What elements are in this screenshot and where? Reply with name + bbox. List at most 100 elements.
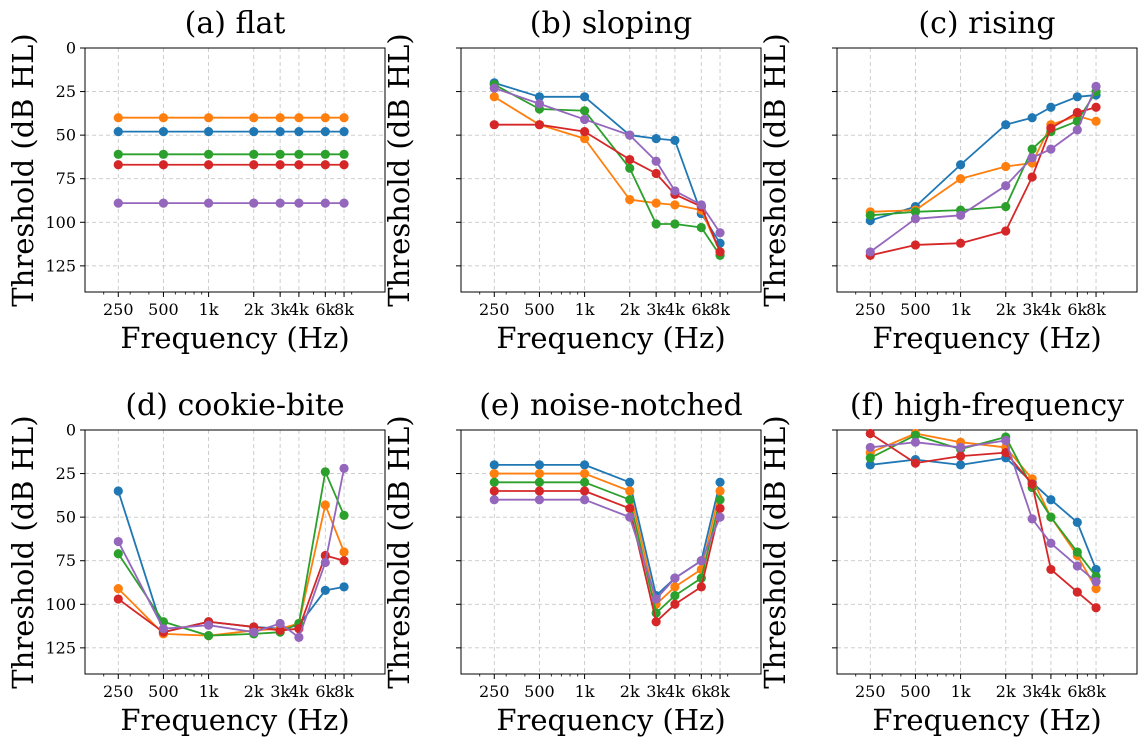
axes-frame bbox=[460, 47, 762, 293]
series-line bbox=[494, 490, 721, 623]
data-point bbox=[715, 503, 725, 514]
panel-title: (c) rising bbox=[918, 6, 1055, 41]
data-point bbox=[1072, 125, 1082, 135]
data-point bbox=[865, 428, 875, 439]
series-purple bbox=[865, 81, 1101, 257]
data-point bbox=[249, 127, 259, 137]
y-axis-label: Threshold (dB HL) bbox=[758, 415, 792, 688]
x-tick-label: 500 bbox=[900, 682, 931, 701]
data-point bbox=[865, 460, 875, 470]
data-point bbox=[1091, 603, 1101, 613]
x-tick-label: 8k bbox=[1086, 300, 1106, 319]
data-point bbox=[670, 186, 680, 196]
panel-title: (d) cookie-bite bbox=[125, 388, 344, 423]
data-point bbox=[1027, 514, 1037, 524]
data-point bbox=[579, 468, 590, 479]
x-tick-label: 3k bbox=[270, 682, 290, 701]
data-point bbox=[1027, 172, 1037, 182]
data-point bbox=[1001, 161, 1011, 172]
data-point bbox=[1046, 144, 1056, 154]
data-point bbox=[910, 437, 921, 447]
data-point bbox=[113, 113, 123, 123]
data-point bbox=[534, 120, 545, 130]
y-tick-label: 50 bbox=[56, 126, 76, 145]
data-point bbox=[579, 114, 590, 125]
series-red bbox=[489, 486, 725, 627]
data-point bbox=[696, 582, 706, 592]
y-tick-label: 0 bbox=[66, 39, 76, 58]
data-point bbox=[1091, 116, 1101, 126]
x-tick-label: 2k bbox=[996, 682, 1016, 701]
data-point bbox=[320, 113, 330, 123]
data-point bbox=[670, 573, 680, 583]
y-tick-label: 75 bbox=[56, 551, 76, 570]
data-point bbox=[579, 460, 590, 470]
series-orange bbox=[489, 468, 725, 609]
series-line bbox=[869, 432, 1097, 609]
series-line bbox=[870, 439, 1097, 583]
data-point bbox=[625, 195, 635, 205]
data-point bbox=[955, 460, 966, 470]
x-tick-label: 3k bbox=[270, 300, 290, 319]
x-tick-label: 2k bbox=[996, 300, 1016, 319]
x-tick-label: 250 bbox=[855, 682, 886, 701]
y-tick-label: 125 bbox=[45, 256, 76, 275]
data-point bbox=[625, 486, 635, 496]
series-line bbox=[494, 481, 721, 614]
data-point bbox=[489, 92, 499, 102]
data-point bbox=[955, 174, 966, 184]
data-point bbox=[339, 127, 349, 137]
data-point bbox=[865, 247, 875, 257]
x-tick-label: 4k bbox=[665, 682, 685, 701]
data-point bbox=[670, 599, 680, 609]
series-blue bbox=[489, 460, 725, 601]
x-tick-label: 8k bbox=[710, 682, 730, 701]
x-tick-label: 500 bbox=[524, 682, 555, 701]
data-point bbox=[910, 214, 921, 224]
x-tick-label: 6k bbox=[1067, 682, 1087, 701]
data-point bbox=[489, 468, 499, 479]
x-axis-label: Frequency (Hz) bbox=[120, 321, 349, 355]
series-blue bbox=[865, 453, 1101, 575]
data-point bbox=[1001, 181, 1011, 191]
data-point bbox=[1027, 113, 1037, 123]
data-point bbox=[651, 134, 661, 144]
data-point bbox=[579, 92, 590, 102]
data-point bbox=[1091, 584, 1101, 594]
series-line bbox=[870, 91, 1097, 217]
data-point bbox=[1046, 538, 1056, 548]
data-point bbox=[339, 113, 349, 123]
data-point bbox=[651, 198, 661, 208]
data-point bbox=[489, 486, 499, 496]
data-point bbox=[625, 503, 635, 514]
data-point bbox=[955, 210, 966, 220]
data-point bbox=[534, 486, 545, 496]
data-point bbox=[158, 198, 169, 208]
data-point bbox=[203, 198, 214, 208]
series-line bbox=[494, 463, 721, 597]
data-point bbox=[625, 495, 635, 505]
series-line bbox=[494, 472, 721, 606]
data-point bbox=[113, 149, 123, 159]
data-point bbox=[1091, 102, 1101, 112]
data-point bbox=[651, 617, 661, 627]
data-point bbox=[203, 149, 214, 159]
x-tick-label: 3k bbox=[646, 682, 666, 701]
data-point bbox=[158, 113, 169, 123]
x-tick-label: 8k bbox=[334, 682, 354, 701]
data-point bbox=[339, 160, 349, 170]
data-point bbox=[113, 127, 123, 137]
data-point bbox=[275, 625, 285, 636]
data-point bbox=[670, 582, 680, 592]
axes-frame bbox=[460, 429, 762, 675]
data-point bbox=[625, 163, 635, 173]
data-point bbox=[670, 590, 680, 601]
x-tick-label: 1k bbox=[575, 682, 595, 701]
data-point bbox=[1027, 144, 1037, 154]
data-point bbox=[1072, 92, 1082, 102]
x-tick-label: 500 bbox=[148, 300, 179, 319]
data-point bbox=[910, 430, 921, 440]
data-point bbox=[579, 106, 590, 116]
data-point bbox=[715, 228, 725, 238]
data-point bbox=[203, 160, 214, 170]
